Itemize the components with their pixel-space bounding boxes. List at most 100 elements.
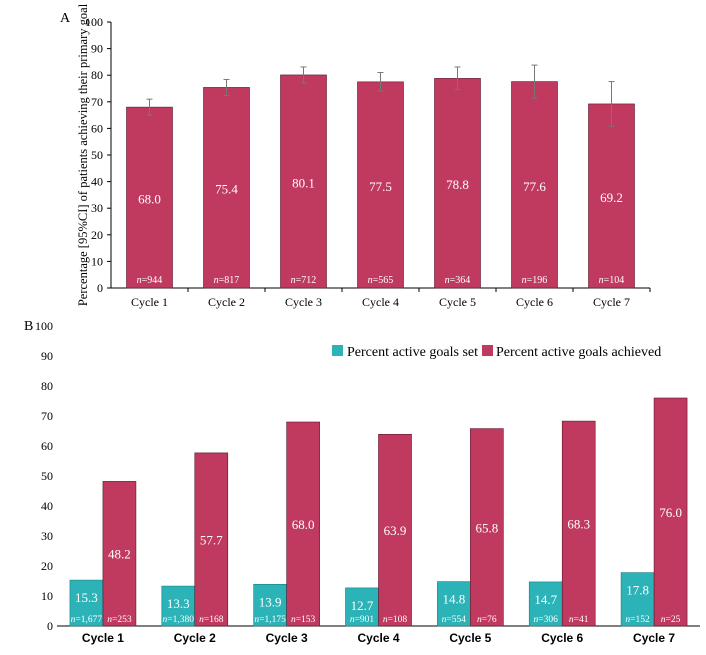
panel-b-n-label-goals-set: n=152 bbox=[625, 615, 650, 625]
panel-a-category-label: Cycle 2 bbox=[208, 295, 245, 309]
panel-b-bar-goals-achieved bbox=[194, 452, 229, 627]
panel-b-y-tick-label: 10 bbox=[41, 589, 53, 603]
panel-a-y-tick-label: 20 bbox=[91, 228, 103, 242]
panel-b-n-label-goals-achieved: n=253 bbox=[107, 615, 132, 625]
panel-a-value-label: 77.5 bbox=[369, 179, 392, 194]
panel-a-y-tick-label: 70 bbox=[91, 95, 103, 109]
panel-b-value-label-goals-achieved: 63.9 bbox=[384, 523, 407, 538]
panel-b-value-label-goals-set: 12.7 bbox=[351, 598, 374, 613]
panel-b-n-label-goals-set: n=306 bbox=[534, 615, 559, 625]
panel-a-y-tick-label: 50 bbox=[91, 148, 103, 162]
panel-a-y-tick-label: 10 bbox=[91, 254, 103, 268]
panel-b-value-label-goals-achieved: 48.2 bbox=[108, 547, 131, 562]
panel-a-value-label: 78.8 bbox=[446, 177, 469, 192]
panel-b-category-label: Cycle 4 bbox=[357, 631, 399, 645]
panel-b-value-label-goals-set: 13.3 bbox=[167, 596, 190, 611]
panel-a-n-label: n=817 bbox=[214, 275, 240, 286]
panel-b-value-label-goals-achieved: 57.7 bbox=[200, 532, 223, 547]
panel-a-category-label: Cycle 4 bbox=[362, 295, 399, 309]
panel-a-value-label: 68.0 bbox=[138, 192, 161, 207]
panel-b-y-tick-label: 80 bbox=[41, 379, 53, 393]
panel-a-bar bbox=[280, 74, 327, 289]
panel-b-y-tick-label: 50 bbox=[41, 469, 53, 483]
panel-b-value-label-goals-achieved: 68.3 bbox=[567, 517, 590, 532]
panel-b-n-label-goals-set: n=1,677 bbox=[71, 615, 103, 625]
panel-a-n-label: n=565 bbox=[368, 275, 394, 286]
panel-b-y-tick-label: 30 bbox=[41, 529, 53, 543]
panel-a-bar bbox=[203, 87, 250, 289]
panel-b-category-label: Cycle 6 bbox=[541, 631, 583, 645]
panel-b-value-label-goals-set: 14.8 bbox=[442, 592, 465, 607]
panel-b-y-tick-label: 40 bbox=[41, 499, 53, 513]
legend-label-goals-achieved: Percent active goals achieved bbox=[496, 345, 661, 360]
panel-b-chart: B 0 10 20 30 40 50 60 70 80 90 100 15.3 n=1,677 48.2… bbox=[24, 319, 700, 645]
panel-b-bar-goals-set bbox=[69, 579, 104, 627]
panel-b-bar-goals-achieved bbox=[286, 421, 320, 627]
panel-a-bar bbox=[126, 106, 173, 289]
panel-b-n-label-goals-achieved: n=41 bbox=[569, 615, 589, 625]
panel-b-bar-goals-set bbox=[161, 585, 196, 627]
panel-b-bar-goals-set bbox=[620, 572, 655, 627]
panel-a-n-label: n=364 bbox=[445, 275, 471, 286]
panel-b-n-label-goals-set: n=554 bbox=[442, 615, 467, 625]
panel-b-category-label: Cycle 1 bbox=[82, 631, 124, 645]
panel-a-label: A bbox=[60, 11, 71, 26]
panel-b-category-label: Cycle 5 bbox=[449, 631, 491, 645]
panel-a-y-axis-label: Percentage [95%CI] of patients achieving… bbox=[76, 3, 90, 306]
panel-a-bar bbox=[357, 81, 404, 289]
panel-a-chart: A Percentage [95%CI] of patients achievi… bbox=[60, 3, 651, 309]
panel-a-category-label: Cycle 1 bbox=[131, 295, 168, 309]
panel-b-y-tick-label: 60 bbox=[41, 439, 53, 453]
panel-b-bar-goals-achieved bbox=[470, 428, 504, 627]
panel-a-value-label: 80.1 bbox=[292, 175, 315, 190]
panel-b-bar-goals-set bbox=[345, 587, 379, 627]
panel-a-bar bbox=[511, 81, 558, 289]
panel-a-y-tick-label: 0 bbox=[97, 281, 103, 295]
panel-a-bars: 68.0 n=944 Cycle 1 75.4 n=817 Cycle 2 80.1 n=71… bbox=[126, 64, 635, 309]
panel-b-category-label: Cycle 3 bbox=[266, 631, 308, 645]
panel-a-n-label: n=712 bbox=[291, 275, 317, 286]
panel-b-value-label-goals-achieved: 65.8 bbox=[475, 520, 498, 535]
panel-a-y-tick-label: 90 bbox=[91, 42, 103, 56]
panel-b-bar-goals-achieved bbox=[561, 420, 596, 627]
panel-b-bar-goals-achieved bbox=[102, 481, 137, 627]
panel-b-category-label: Cycle 2 bbox=[174, 631, 216, 645]
legend-label-goals-set: Percent active goals set bbox=[347, 345, 478, 360]
panel-b-n-label-goals-achieved: n=25 bbox=[661, 615, 681, 625]
panel-b-y-tick-label: 20 bbox=[41, 559, 53, 573]
panel-a-y-tick-label: 100 bbox=[85, 15, 103, 29]
panel-a-n-label: n=196 bbox=[522, 275, 548, 286]
panel-b-value-label-goals-achieved: 68.0 bbox=[292, 517, 315, 532]
panel-b-n-label-goals-set: n=901 bbox=[350, 615, 375, 625]
panel-a-value-label: 75.4 bbox=[215, 182, 238, 197]
panel-a-category-label: Cycle 7 bbox=[593, 295, 630, 309]
panel-b-y-tick-label: 90 bbox=[41, 349, 53, 363]
legend-swatch-goals-set bbox=[332, 345, 343, 356]
panel-b-n-label-goals-achieved: n=153 bbox=[291, 615, 316, 625]
panel-a-n-label: n=944 bbox=[137, 275, 163, 286]
panel-b-bar-goals-set bbox=[437, 581, 471, 627]
panel-b-y-tick-label: 70 bbox=[41, 409, 53, 423]
panel-b-n-label-goals-set: n=1,175 bbox=[254, 615, 286, 625]
panel-a-category-label: Cycle 5 bbox=[439, 295, 476, 309]
panel-b-n-label-goals-set: n=1,380 bbox=[163, 615, 195, 625]
panel-b-bars: 15.3 n=1,677 48.2 n=253 Cycle 1 13.3 n=1,380 57… bbox=[69, 397, 688, 645]
panel-a-y-tick-label: 80 bbox=[91, 68, 103, 82]
panel-a-value-label: 77.6 bbox=[523, 179, 546, 194]
panel-a-value-label: 69.2 bbox=[600, 190, 623, 205]
panel-b-value-label-goals-set: 13.9 bbox=[259, 594, 282, 609]
panel-b-label: B bbox=[24, 319, 33, 334]
panel-b-n-label-goals-achieved: n=168 bbox=[199, 615, 224, 625]
panel-a-y-tick-label: 60 bbox=[91, 121, 103, 135]
panel-b-value-label-goals-achieved: 76.0 bbox=[659, 505, 682, 520]
panel-a-category-label: Cycle 6 bbox=[516, 295, 553, 309]
panel-b-value-label-goals-set: 14.7 bbox=[534, 592, 557, 607]
panel-b-n-label-goals-achieved: n=76 bbox=[477, 615, 497, 625]
panel-b-n-label-goals-achieved: n=108 bbox=[383, 615, 408, 625]
panel-a-axes: 0 10 20 30 40 50 60 70 80 90 100 bbox=[85, 15, 651, 295]
panel-b-bar-goals-achieved bbox=[378, 433, 412, 627]
panel-b-bar-goals-set bbox=[253, 583, 287, 627]
panel-a-y-tick-label: 40 bbox=[91, 175, 103, 189]
legend-swatch-goals-achieved bbox=[482, 345, 493, 356]
